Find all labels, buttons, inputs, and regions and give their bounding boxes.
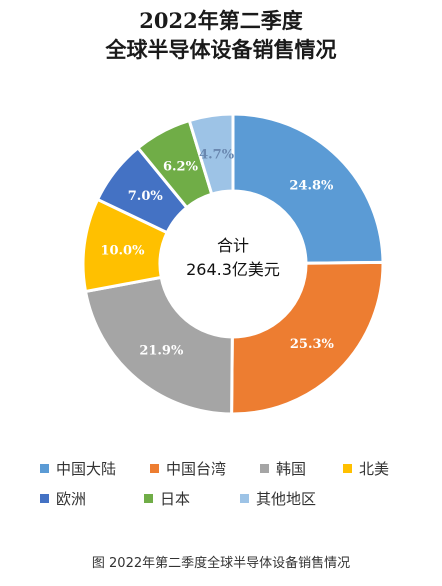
donut-chart: 24.8% 25.3% 21.9% 10.0% 7.0% 6.2%4.7% 合计 264.… [81,112,385,416]
legend-item: 欧洲 [40,488,86,509]
slice-value-label: 6.2% [163,160,199,175]
legend-swatch [40,464,49,473]
figure-caption: 图 2022年第二季度全球半导体设备销售情况 [91,556,351,571]
legend-item: 其他地区 [240,488,316,509]
donut-slice [83,275,234,416]
legend-swatch [40,494,49,503]
slice-value-label: 4.7% [199,148,235,163]
slice-value-label: 24.8% [289,179,334,194]
legend-label: 日本 [160,490,191,508]
legend-item: 中国大陆 [40,458,116,479]
chart-title: 2022年第二季度 [139,8,303,33]
legend-item: 日本 [144,488,190,509]
legend-item: 韩国 [260,458,306,479]
legend-swatch [343,464,352,473]
legend-label: 韩国 [276,460,307,478]
chart-subtitle: 全球半导体设备销售情况 [105,37,337,62]
legend-label: 其他地区 [256,490,317,508]
legend-swatch [260,464,269,473]
legend-swatch [240,494,249,503]
donut-slice [230,260,385,416]
center-total-label: 合计 [217,236,249,255]
legend-swatch [150,464,159,473]
legend-item: 北美 [343,458,389,479]
legend-swatch [144,494,153,503]
slice-value-label: 10.0% [100,243,145,258]
slice-value-label: 7.0% [128,189,164,204]
legend-label: 北美 [359,460,390,478]
slice-value-label: 21.9% [139,343,184,358]
legend-item: 中国台湾 [150,458,226,479]
donut-slice [187,112,235,197]
legend-label: 欧洲 [56,490,87,508]
slice-value-label: 25.3% [290,337,335,352]
center-total-value: 264.3亿美元 [186,260,280,279]
legend-label: 中国台湾 [166,460,227,478]
donut-slice [231,112,385,265]
legend-label: 中国大陆 [56,460,117,478]
